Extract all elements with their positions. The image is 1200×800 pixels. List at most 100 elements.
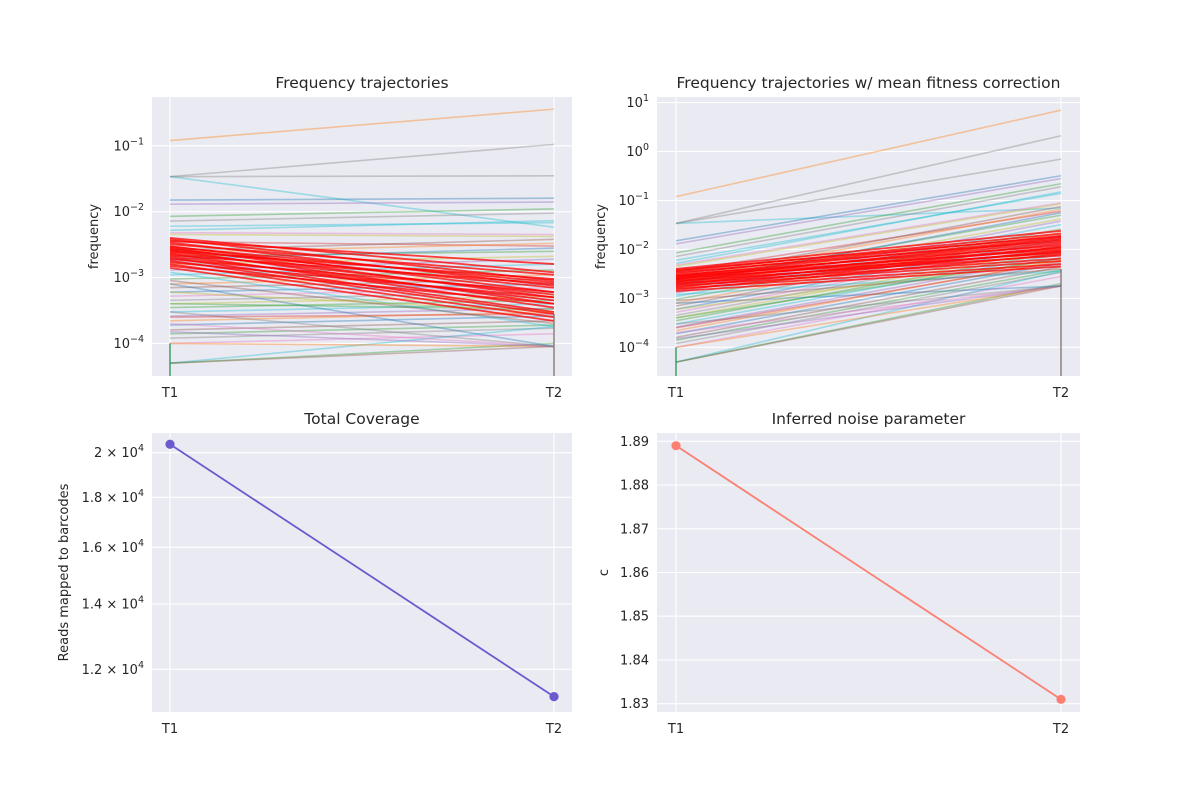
y-tick-label: 10−1 [113,136,144,154]
grid [152,433,572,712]
y-tick-label: 2 × 104 [94,443,144,461]
series-line-63 [675,242,1062,283]
series-line-0 [675,109,1062,198]
series-line-16 [169,247,555,260]
series-line-14 [169,242,555,254]
series-line-8 [169,221,555,228]
x-tick-labels: T1 T2 [161,386,562,401]
x-tick-t2: T2 [1052,386,1069,401]
y-tick-label: 10−4 [113,334,144,352]
series-line-29 [675,256,1062,328]
plot-area [152,97,572,376]
series-line-31 [675,262,1062,335]
series-line-3 [675,158,1062,225]
series-line-6 [675,182,1062,254]
y-tick-label: 10−4 [618,338,649,356]
series-line-50 [675,229,1062,270]
data-point-t1 [165,439,175,449]
x-tick-labels: T1 T2 [161,722,562,737]
series-line-33 [169,324,555,335]
series-line-29 [169,307,555,317]
series-line-10 [169,233,555,238]
x-tick-t2: T2 [545,722,562,737]
y-tick-label: 1.84 [620,653,649,668]
series-line-12 [169,240,555,247]
y-tick-labels: 10−4 10−3 10−2 10−1 100 101 [618,93,649,356]
series-line-31 [169,315,555,326]
series-line-7 [169,212,555,222]
y-tick-label: 100 [626,142,649,160]
series-line-50 [169,236,555,274]
series-line-11 [169,219,555,232]
y-tick-label: 1.89 [620,435,649,450]
series-line-38 [169,345,555,365]
series-line-66 [675,246,1062,286]
series-line-0 [169,108,555,142]
series-line-32 [169,320,555,331]
data-point-t1 [671,441,681,451]
series-line-43 [169,283,555,348]
x-tick-t1: T1 [161,386,178,401]
series-line-54 [169,243,555,276]
y-tick-label: 101 [626,93,649,111]
series-line-7 [675,186,1062,258]
series-line-35 [169,332,555,345]
y-axis-label: Reads mapped to barcodes [57,483,72,661]
y-tick-label: 1.4 × 104 [82,594,144,612]
y-tick-label: 10−3 [618,289,649,307]
x-tick-t1: T1 [667,722,684,737]
x-tick-t2: T2 [1052,722,1069,737]
series-line-68 [675,249,1062,289]
series-line-38 [675,285,1062,363]
x-tick-t1: T1 [161,722,178,737]
panel-title: Inferred noise parameter [772,410,966,428]
series-line-60 [675,238,1062,280]
series-line-43 [675,285,1062,304]
series-line-49 [169,279,555,325]
x-tick-t1: T1 [667,386,684,401]
y-axis-label: frequency [594,204,609,270]
series-line-70 [675,253,1062,291]
series-line-33 [675,269,1062,341]
y-tick-label: 1.6 × 104 [82,538,144,556]
series-line-44 [675,270,1062,296]
series-line-40 [169,331,555,348]
x-tick-t2: T2 [545,386,562,401]
y-tick-label: 1.83 [620,697,649,712]
y-tick-label: 1.85 [620,610,649,625]
series-line-11 [675,191,1062,265]
panel-title: Frequency trajectories w/ mean fitness c… [677,74,1061,92]
series-line-34 [675,271,1062,345]
series-line-42 [675,285,1062,325]
series-line-37 [169,342,555,365]
series-line-6 [169,208,555,218]
y-tick-labels: 1.2 × 104 1.4 × 104 1.6 × 104 1.8 × 104 2 × … [82,443,144,678]
data-point-t2 [549,692,559,702]
series-line-68 [169,261,555,299]
panel-total-coverage: Total Coverage Reads mapped to barcodes … [57,410,572,737]
series-line-71 [169,267,555,322]
series-line-30 [169,311,555,322]
series-line-60 [169,250,555,280]
grid [657,433,1080,712]
x-tick-labels: T1 T2 [667,722,1069,737]
series-line-3 [169,175,555,178]
y-tick-label: 10−1 [618,191,649,209]
series-line-41 [675,285,1062,334]
series-line-42 [169,311,555,348]
series-line-4 [675,174,1062,242]
series-line-64 [169,255,555,302]
grid [657,97,1080,376]
series-line-1 [169,143,555,178]
series-line-40 [675,285,1062,340]
y-tick-label: 10−2 [113,202,144,220]
series-line-71 [675,265,1062,293]
series-line-10 [675,203,1062,268]
y-tick-labels: 1.83 1.84 1.85 1.86 1.87 1.88 1.89 [620,435,649,712]
series-line-0 [169,443,555,698]
series-line-5 [169,201,555,205]
series-line-67 [169,259,555,315]
series-line-32 [675,266,1062,339]
series-line-1 [675,134,1062,225]
